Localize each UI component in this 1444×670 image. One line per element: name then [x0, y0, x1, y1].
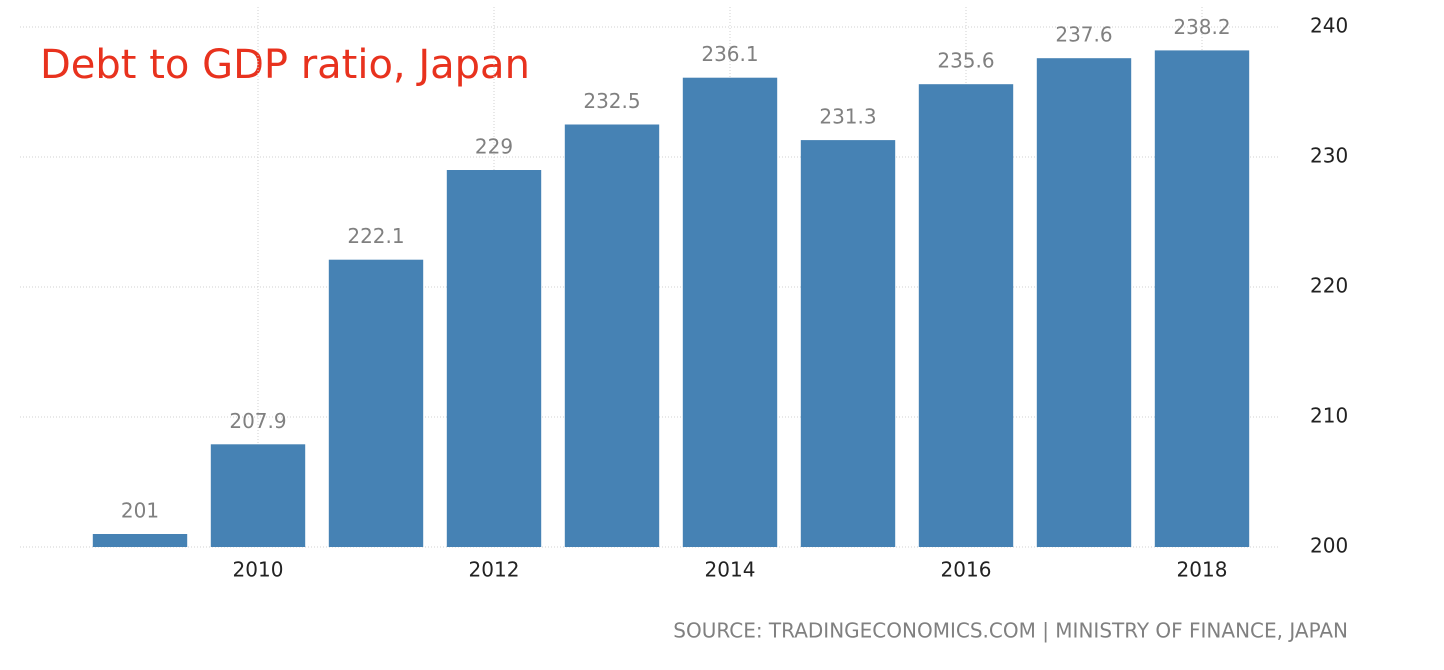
- x-tick-label: 2014: [705, 558, 756, 582]
- value-label: 201: [121, 499, 159, 523]
- bar: [210, 444, 306, 547]
- y-tick-label: 210: [1310, 404, 1348, 428]
- bar: [328, 259, 424, 547]
- y-tick-label: 240: [1310, 14, 1348, 38]
- value-label: 235.6: [937, 49, 994, 73]
- x-tick-label: 2016: [941, 558, 992, 582]
- value-label: 237.6: [1055, 23, 1112, 47]
- value-label: 231.3: [819, 105, 876, 129]
- x-tick-label: 2010: [233, 558, 284, 582]
- y-tick-label: 230: [1310, 144, 1348, 168]
- value-label: 232.5: [583, 89, 640, 113]
- y-tick-label: 220: [1310, 274, 1348, 298]
- x-tick-label: 2018: [1177, 558, 1228, 582]
- bar: [564, 124, 660, 547]
- bar: [1154, 50, 1250, 548]
- bar: [800, 140, 896, 547]
- value-label: 207.9: [229, 409, 286, 433]
- bar: [92, 534, 188, 547]
- bar: [918, 84, 1014, 547]
- value-label: 238.2: [1173, 15, 1230, 39]
- source: SOURCE: TRADINGECONOMICS.COM | MINISTRY …: [673, 619, 1348, 643]
- value-label: 229: [475, 135, 513, 159]
- bar: [682, 77, 778, 547]
- y-tick-label: 200: [1310, 534, 1348, 558]
- x-tick-label: 2012: [469, 558, 520, 582]
- chart-title: Debt to GDP ratio, Japan: [40, 42, 530, 88]
- bar: [1036, 58, 1132, 547]
- value-label: 222.1: [347, 224, 404, 248]
- value-label: 236.1: [701, 42, 758, 66]
- bar: [446, 170, 542, 547]
